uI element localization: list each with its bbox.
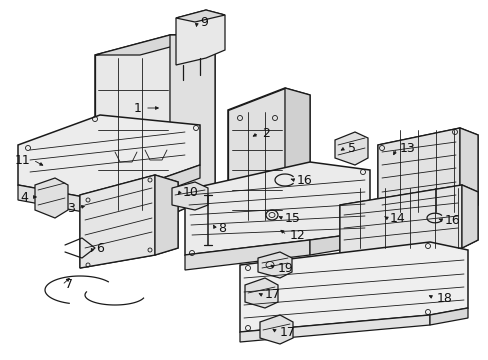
Polygon shape bbox=[334, 132, 367, 165]
Polygon shape bbox=[184, 162, 369, 255]
Polygon shape bbox=[244, 278, 278, 308]
Polygon shape bbox=[155, 175, 178, 255]
Polygon shape bbox=[170, 35, 215, 215]
Text: 10: 10 bbox=[183, 185, 199, 198]
Text: 1: 1 bbox=[134, 102, 142, 114]
Polygon shape bbox=[227, 88, 309, 222]
Text: 16: 16 bbox=[296, 174, 312, 186]
Text: 13: 13 bbox=[399, 141, 415, 154]
Polygon shape bbox=[18, 185, 100, 215]
Polygon shape bbox=[285, 88, 309, 222]
Polygon shape bbox=[377, 128, 477, 225]
Text: 16: 16 bbox=[444, 213, 460, 226]
Polygon shape bbox=[95, 35, 215, 55]
Polygon shape bbox=[176, 10, 224, 22]
Polygon shape bbox=[459, 128, 477, 212]
Text: 9: 9 bbox=[200, 15, 207, 28]
Text: 15: 15 bbox=[285, 212, 300, 225]
Polygon shape bbox=[172, 182, 207, 210]
Text: 3: 3 bbox=[67, 202, 75, 215]
Text: 17: 17 bbox=[264, 288, 280, 302]
Polygon shape bbox=[258, 252, 291, 278]
Polygon shape bbox=[240, 242, 467, 332]
Polygon shape bbox=[80, 175, 155, 268]
Polygon shape bbox=[429, 308, 467, 325]
Polygon shape bbox=[80, 175, 178, 268]
Polygon shape bbox=[95, 35, 170, 215]
Polygon shape bbox=[176, 10, 224, 65]
Text: 2: 2 bbox=[262, 126, 269, 140]
Polygon shape bbox=[339, 185, 461, 262]
Polygon shape bbox=[100, 165, 200, 215]
Text: 18: 18 bbox=[436, 292, 452, 305]
Text: 12: 12 bbox=[289, 229, 305, 242]
Polygon shape bbox=[35, 178, 68, 218]
Polygon shape bbox=[309, 232, 369, 255]
Text: 7: 7 bbox=[65, 279, 73, 292]
Text: 8: 8 bbox=[218, 221, 225, 234]
Polygon shape bbox=[95, 35, 215, 215]
Polygon shape bbox=[18, 115, 200, 200]
Polygon shape bbox=[240, 315, 429, 342]
Polygon shape bbox=[339, 185, 477, 262]
Text: 6: 6 bbox=[96, 242, 103, 255]
Text: 5: 5 bbox=[347, 141, 355, 154]
Text: 19: 19 bbox=[278, 261, 293, 274]
Text: 4: 4 bbox=[20, 190, 28, 203]
Text: 14: 14 bbox=[389, 212, 405, 225]
Polygon shape bbox=[461, 185, 477, 248]
Polygon shape bbox=[377, 128, 459, 225]
Text: 17: 17 bbox=[280, 325, 295, 338]
Polygon shape bbox=[227, 88, 285, 222]
Text: 11: 11 bbox=[14, 153, 30, 166]
Polygon shape bbox=[260, 315, 292, 344]
Polygon shape bbox=[184, 240, 309, 270]
